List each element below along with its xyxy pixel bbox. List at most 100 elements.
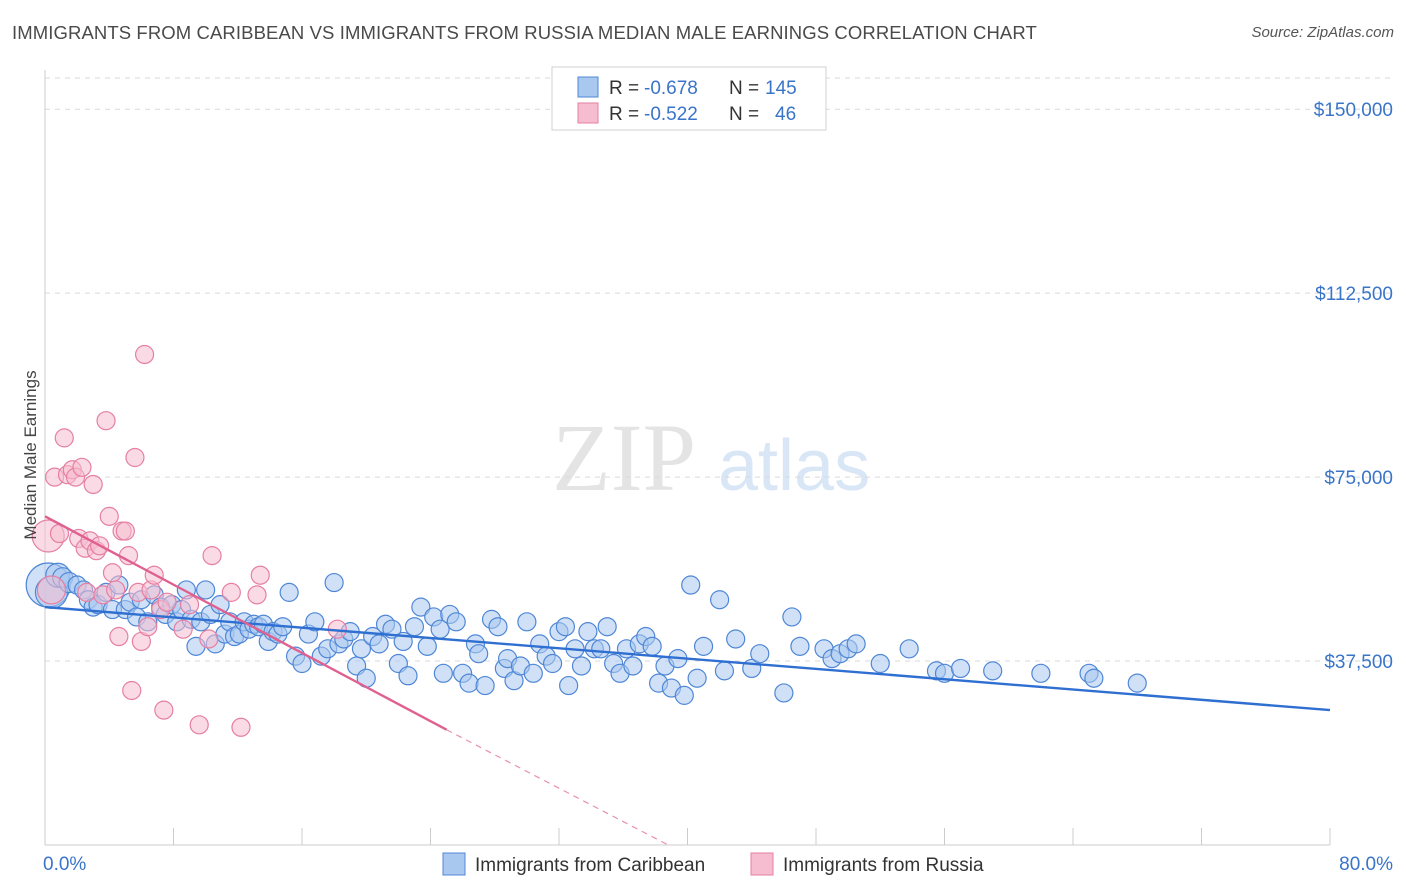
y-tick-label: $112,500 — [1315, 284, 1393, 305]
legend-r-label-russia: R = — [609, 104, 639, 125]
data-point — [559, 675, 579, 696]
data-point — [36, 575, 67, 605]
data-point — [517, 612, 537, 632]
chart-title: IMMIGRANTS FROM CARIBBEAN VS IMMIGRANTS … — [12, 22, 1037, 43]
data-point — [899, 639, 919, 659]
data-point — [134, 344, 155, 365]
data-point — [99, 506, 119, 526]
data-point — [154, 700, 174, 720]
data-point — [404, 617, 425, 637]
data-point — [398, 666, 418, 686]
data-point — [417, 636, 437, 656]
series-caribbean — [25, 562, 1147, 705]
trend-lines — [44, 515, 1331, 846]
data-point — [96, 411, 116, 431]
data-point — [774, 683, 794, 703]
data-point — [578, 622, 598, 642]
data-point — [292, 653, 312, 674]
data-point — [488, 617, 508, 637]
data-point — [459, 673, 479, 693]
data-point — [714, 661, 735, 681]
data-point — [221, 582, 241, 602]
x-tick-label-min: 0.0% — [43, 854, 86, 875]
data-point — [555, 617, 576, 637]
watermark-zip: ZIP — [552, 404, 696, 511]
data-point — [202, 546, 222, 566]
data-point — [324, 572, 344, 593]
data-point — [475, 675, 495, 696]
legend-swatch-russia — [577, 102, 599, 124]
data-point — [710, 590, 730, 610]
data-point — [157, 592, 177, 612]
data-point — [279, 582, 299, 602]
data-point — [83, 474, 103, 495]
data-point — [1084, 668, 1104, 688]
y-tick-label: $75,000 — [1324, 468, 1393, 489]
data-point — [72, 457, 92, 477]
stats-legend: R = -0.678 N = 145 R = -0.522 N = 46 — [551, 66, 827, 131]
data-point — [782, 607, 802, 627]
data-point — [571, 656, 592, 676]
axes — [44, 70, 1331, 846]
data-point — [642, 636, 662, 656]
data-point — [54, 428, 74, 448]
data-point — [411, 597, 431, 617]
legend-n-value-russia: 46 — [775, 104, 796, 125]
data-point — [122, 680, 142, 701]
data-point — [623, 656, 643, 676]
data-point — [189, 715, 209, 735]
legend-n-label-russia: N = — [729, 104, 759, 125]
data-point — [369, 634, 389, 654]
chart-source: Source: ZipAtlas.com — [1251, 24, 1394, 41]
data-point — [687, 668, 707, 688]
data-point — [726, 629, 746, 649]
legend-r-value-caribbean: -0.678 — [644, 78, 698, 99]
watermark-atlas: atlas — [718, 426, 870, 506]
data-point — [950, 658, 971, 679]
data-point — [138, 617, 158, 637]
x-tick-label-max: 80.0% — [1339, 854, 1393, 875]
data-point — [542, 653, 563, 674]
y-tick-label: $150,000 — [1314, 100, 1393, 121]
data-point — [681, 575, 701, 595]
data-point — [983, 661, 1003, 681]
data-point — [250, 565, 270, 585]
data-point — [179, 595, 200, 615]
data-point — [1127, 673, 1147, 693]
data-point — [351, 639, 372, 659]
data-point — [231, 717, 251, 737]
trend-line — [44, 515, 448, 731]
trend-line-extension — [446, 729, 669, 846]
data-point — [125, 447, 145, 468]
data-point — [196, 580, 216, 600]
y-axis-title: Median Male Earnings — [21, 370, 40, 539]
legend-r-label-caribbean: R = — [609, 78, 639, 99]
legend-swatch-caribbean — [577, 76, 599, 98]
data-point — [446, 612, 466, 632]
series-legend-swatch-caribbean — [442, 852, 466, 876]
data-point — [199, 629, 219, 649]
data-point — [597, 617, 617, 637]
y-tick-labels: $37,500 $75,000 $112,500 $150,000 — [1314, 100, 1393, 673]
data-point — [77, 582, 97, 602]
grid-lines — [45, 77, 1395, 662]
data-point — [115, 521, 135, 541]
data-point — [790, 636, 810, 656]
data-point — [1031, 663, 1051, 683]
data-point — [693, 636, 714, 656]
data-point — [102, 563, 123, 583]
series-legend: Immigrants from Caribbean Immigrants fro… — [442, 852, 984, 876]
data-point — [674, 685, 694, 705]
y-tick-label: $37,500 — [1324, 652, 1393, 673]
data-point — [247, 585, 267, 605]
data-point — [469, 644, 489, 664]
data-point — [305, 612, 325, 632]
data-point — [523, 663, 543, 683]
legend-n-label-caribbean: N = — [729, 78, 759, 99]
data-point — [750, 644, 770, 664]
data-point — [846, 634, 866, 654]
data-point — [106, 580, 126, 600]
series-legend-label-russia: Immigrants from Russia — [783, 855, 984, 876]
data-point — [591, 639, 611, 659]
